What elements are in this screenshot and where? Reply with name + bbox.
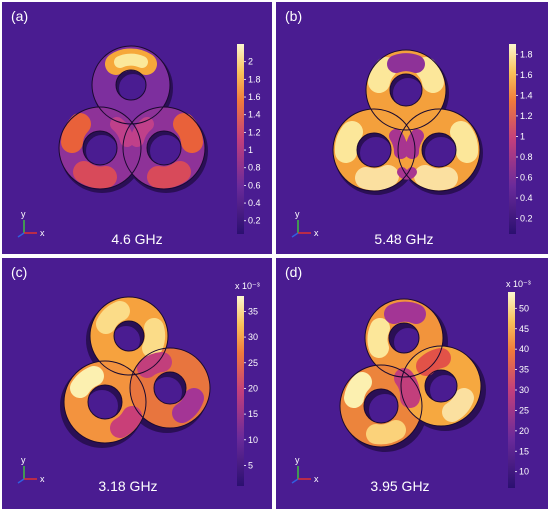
ring-outlines xyxy=(332,49,481,192)
ring-outlines xyxy=(58,45,206,190)
colorbar-tick-label: 5 xyxy=(248,460,253,470)
colorbar-tick-label: 1 xyxy=(520,131,525,141)
colorbar-tick-label: 10 xyxy=(519,467,529,477)
panel-d: 10 15 20 25 30 35 40 45 50 y x (d) x 10⁻³ 3.95 G… xyxy=(276,258,548,509)
axes-triad: y x xyxy=(291,455,319,484)
ring-outlines xyxy=(63,296,211,444)
panel-d-plot: 10 15 20 25 30 35 40 45 50 y x xyxy=(291,292,529,488)
colorbar-tick-label: 2 xyxy=(248,57,253,67)
colorbar-tick-label: 40 xyxy=(519,344,529,354)
colorbar-tick-label: 45 xyxy=(519,324,529,334)
colorbar-tick-label: 0.6 xyxy=(248,180,261,190)
colorbar-tick-label: 1.6 xyxy=(520,70,533,80)
colorbar-tick-label: 35 xyxy=(248,306,258,316)
triad-y-label: y xyxy=(21,455,26,465)
colorbar-ticks: 10 15 20 25 30 35 40 45 50 xyxy=(515,303,529,477)
panel-label: (b) xyxy=(285,8,303,24)
triad-x-label: x xyxy=(40,474,45,484)
triad-y-label: y xyxy=(295,209,300,219)
colorbar-tick-label: 0.4 xyxy=(248,198,261,208)
trefoil-structure xyxy=(333,50,480,191)
colorbar-ticks: 0.2 0.4 0.6 0.8 1 1.2 1.4 1.6 1.8 2 xyxy=(244,57,261,226)
frequency-label: 4.6 GHz xyxy=(111,231,163,247)
colorbar-ticks: 0.2 0.4 0.6 0.8 1 1.2 1.4 1.6 1.8 xyxy=(516,49,533,224)
colorbar-tick-label: 1.4 xyxy=(248,110,261,120)
colorbar-tick-label: 30 xyxy=(248,332,258,342)
colorbar-ticks: 5 10 15 20 25 30 35 xyxy=(244,306,258,470)
colorbar-tick-label: 50 xyxy=(519,303,529,313)
colorbar-tick-label: 30 xyxy=(519,385,529,395)
field-hotspots xyxy=(344,301,474,445)
panel-label: (d) xyxy=(285,264,303,280)
colorbar-tick-label: 1.2 xyxy=(248,127,261,137)
colorbar-tick-label: 0.2 xyxy=(248,216,261,226)
panel-a: 0.2 0.4 0.6 0.8 1 1.2 1.4 1.6 1.8 2 y x (a) 4.6 G… xyxy=(2,2,272,254)
colorbar-tick-label: 0.4 xyxy=(520,193,533,203)
colorbar xyxy=(237,296,244,486)
ring-outlines xyxy=(339,298,482,448)
colorbar xyxy=(509,44,516,234)
colorbar-tick-label: 1 xyxy=(248,145,253,155)
colorbar-tick-label: 20 xyxy=(248,383,258,393)
colorbar-tick-label: 20 xyxy=(519,426,529,436)
colorbar-tick-label: 25 xyxy=(519,405,529,415)
colorbar-tick-label: 0.2 xyxy=(520,214,533,224)
colorbar-tick-label: 10 xyxy=(248,435,258,445)
trefoil-structure xyxy=(59,46,205,189)
panel-label: (a) xyxy=(11,8,29,24)
colorbar xyxy=(237,44,244,234)
colorbar-exponent: x 10⁻³ xyxy=(506,279,531,289)
panel-c: 5 10 15 20 25 30 35 y x (c) x 10⁻³ 3.18 GHz xyxy=(2,258,272,509)
colorbar-tick-label: 0.8 xyxy=(248,163,261,173)
panel-b: 0.2 0.4 0.6 0.8 1 1.2 1.4 1.6 1.8 y x (b) 5.48 G… xyxy=(276,2,548,254)
field-hotspots xyxy=(61,48,203,189)
colorbar-tick-label: 15 xyxy=(248,409,258,419)
field-hotspots xyxy=(334,53,479,191)
triad-y-label: y xyxy=(295,455,300,465)
frequency-label: 3.18 GHz xyxy=(98,478,158,494)
panel-a-plot: 0.2 0.4 0.6 0.8 1 1.2 1.4 1.6 1.8 2 y x xyxy=(17,44,261,238)
colorbar-tick-label: 25 xyxy=(248,358,258,368)
field-hotspots xyxy=(70,301,204,438)
axes-triad: y x xyxy=(291,209,319,238)
colorbar-tick-label: 1.4 xyxy=(520,90,533,100)
axes-triad: y x xyxy=(17,455,45,484)
panel-b-plot: 0.2 0.4 0.6 0.8 1 1.2 1.4 1.6 1.8 y x xyxy=(291,44,533,238)
colorbar-tick-label: 0.8 xyxy=(520,152,533,162)
frequency-label: 5.48 GHz xyxy=(374,231,434,247)
axes-triad: y x xyxy=(17,209,45,238)
colorbar-tick-label: 1.8 xyxy=(520,49,533,59)
triad-x-label: x xyxy=(40,228,45,238)
frequency-label: 3.95 GHz xyxy=(370,478,430,494)
colorbar-tick-label: 1.2 xyxy=(520,111,533,121)
colorbar xyxy=(508,292,515,488)
panel-c-plot: 5 10 15 20 25 30 35 y x xyxy=(17,296,258,486)
colorbar-tick-label: 35 xyxy=(519,365,529,375)
colorbar-tick-label: 0.6 xyxy=(520,173,533,183)
panel-label: (c) xyxy=(11,264,28,280)
triad-x-label: x xyxy=(314,228,319,238)
colorbar-exponent: x 10⁻³ xyxy=(235,281,260,291)
colorbar-tick-label: 15 xyxy=(519,446,529,456)
colorbar-tick-label: 1.8 xyxy=(248,74,261,84)
colorbar-tick-label: 1.6 xyxy=(248,92,261,102)
triad-x-label: x xyxy=(314,474,319,484)
triad-y-label: y xyxy=(21,209,26,219)
